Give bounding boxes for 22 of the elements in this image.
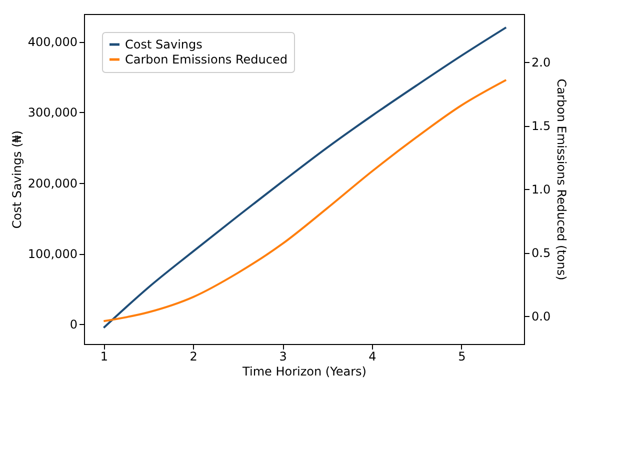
y2-tick-label: 2.0: [532, 56, 551, 70]
line-series: [102, 79, 508, 322]
legend-label: Cost Savings: [125, 38, 202, 52]
x-tick-label: 3: [279, 350, 287, 364]
y-axis-title: Cost Savings (₦): [10, 130, 24, 229]
y2-tick-label: 1.5: [532, 119, 551, 134]
x-tick-label: 4: [368, 350, 376, 364]
y-tick-label: 300,000: [28, 106, 78, 120]
y-tick-label: 0: [70, 318, 78, 332]
y-tick-label: 200,000: [28, 176, 78, 190]
x-tick-label: 1: [100, 350, 108, 364]
y2-tick-label: 0.5: [532, 246, 551, 260]
y2-tick-label: 0.0: [532, 310, 551, 324]
line-series: [102, 26, 508, 329]
y2-tick-label: 1.0: [532, 182, 551, 197]
x-tick-label: 2: [190, 350, 198, 364]
legend-label: Carbon Emissions Reduced: [125, 52, 288, 66]
x-tick-label: 5: [458, 350, 466, 364]
y-tick-label: 400,000: [28, 35, 78, 50]
y-tick-label: 100,000: [28, 247, 78, 262]
x-axis-title: Time Horizon (Years): [242, 364, 366, 378]
y2-axis-title: Carbon Emissions Reduced (tons): [554, 78, 569, 280]
